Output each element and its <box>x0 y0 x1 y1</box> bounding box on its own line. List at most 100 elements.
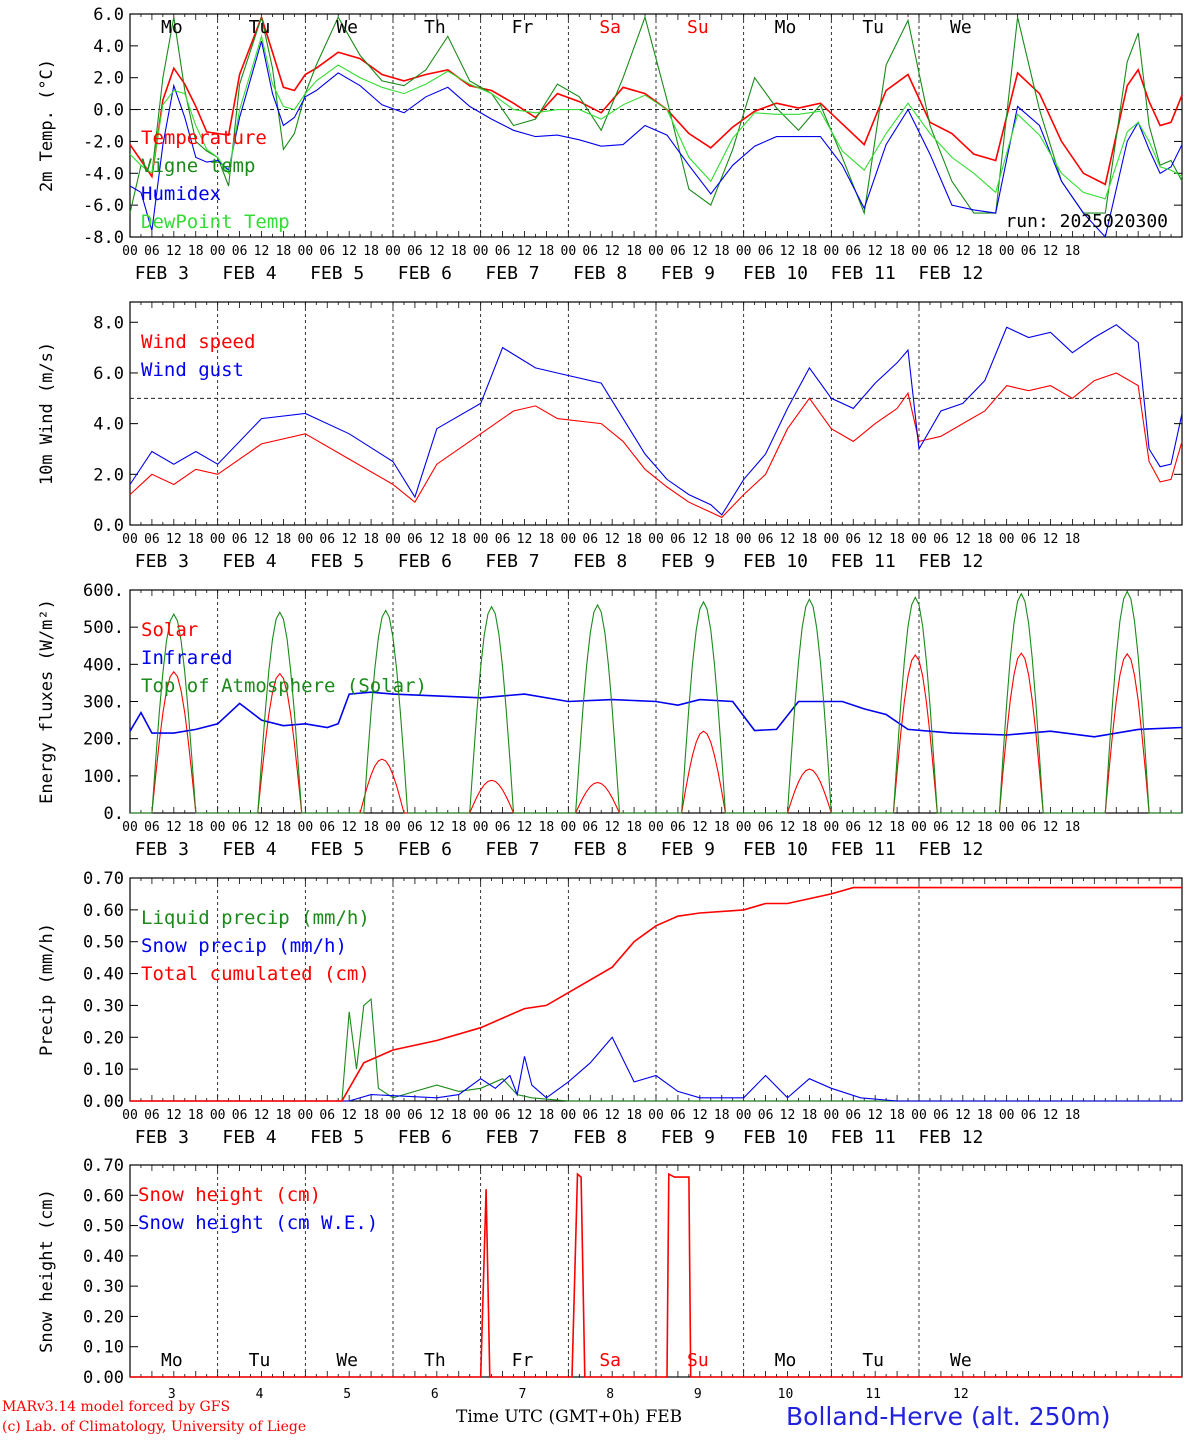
x-hour-label: 12 <box>166 820 182 835</box>
x-hour-label: 06 <box>144 532 160 547</box>
x-hour-label: 18 <box>363 532 379 547</box>
x-date-label: FEB 6 <box>398 1127 452 1148</box>
y-tick-label: 100. <box>83 767 124 787</box>
legend-entry: Wind gust <box>141 359 244 381</box>
x-date-label: FEB 6 <box>398 839 452 860</box>
y-tick-label: 300. <box>83 693 124 713</box>
day-label: Sa <box>599 1350 621 1371</box>
day-label: Mo <box>161 1350 183 1371</box>
panel-4 <box>129 877 1183 1102</box>
x-hour-label: 12 <box>955 532 971 547</box>
x-hour-label: 12 <box>517 1108 533 1123</box>
x-hour-label: 12 <box>692 820 708 835</box>
x-hour-label: 00 <box>561 1108 577 1123</box>
x-hour-label: 06 <box>1021 244 1037 259</box>
x-hour-label: 12 <box>604 820 620 835</box>
x-hour-label: 06 <box>319 244 335 259</box>
x-hour-label: 00 <box>999 532 1015 547</box>
x-hour-label: 18 <box>714 532 730 547</box>
y-tick-label: 400. <box>83 655 124 675</box>
x-hour-label: 18 <box>714 1108 730 1123</box>
x-hour-label: 18 <box>802 244 818 259</box>
x-hour-label: 12 <box>1043 1108 1059 1123</box>
x-hour-label: 18 <box>977 532 993 547</box>
run-annotation: run: 2025020300 <box>1005 211 1168 232</box>
panel-frame <box>129 13 1183 238</box>
day-label: We <box>950 1350 972 1371</box>
x-date-label: FEB 10 <box>743 263 808 284</box>
x-hour-label: 00 <box>824 820 840 835</box>
x-hour-label: 18 <box>539 820 555 835</box>
series-line-snow-height-cm <box>130 1172 1182 1378</box>
x-hour-label: 06 <box>933 532 949 547</box>
x-hour-label: 06 <box>670 244 686 259</box>
x-date-label: FEB 8 <box>573 551 627 572</box>
legend-entry: Vigne temp <box>141 155 255 177</box>
day-label: Mo <box>161 17 183 38</box>
x-hour-label: 00 <box>473 820 489 835</box>
x-hour-label: 18 <box>451 532 467 547</box>
x-date-label: FEB 8 <box>573 839 627 860</box>
x-hour-label: 06 <box>758 244 774 259</box>
x-hour-label: 18 <box>626 244 642 259</box>
x-hour-label: 00 <box>911 820 927 835</box>
y-tick-label: 0.70 <box>83 1156 124 1176</box>
x-hour-label: 00 <box>210 820 226 835</box>
legend-entry: Snow precip (mm/h) <box>141 935 347 957</box>
x-hour-label: 06 <box>845 820 861 835</box>
x-hour-label: 00 <box>824 532 840 547</box>
y-tick-label: 0.0 <box>93 101 124 121</box>
x-hour-label: 06 <box>495 532 511 547</box>
x-hour-label: 06 <box>845 1108 861 1123</box>
x-hour-label: 18 <box>276 820 292 835</box>
x-hour-label: 18 <box>451 1108 467 1123</box>
day-label: Mo <box>775 17 797 38</box>
x-hour-label: 00 <box>911 1108 927 1123</box>
panel-1 <box>129 13 1183 239</box>
x-date-label: FEB 4 <box>222 839 276 860</box>
x-hour-label: 18 <box>451 820 467 835</box>
x-date-label: FEB 12 <box>918 839 983 860</box>
day-label: Mo <box>775 1350 797 1371</box>
series-line-total-cumulated-cm <box>130 886 1182 1102</box>
x-hour-label: 00 <box>122 1108 138 1123</box>
x-hour-label: 06 <box>407 820 423 835</box>
x-hour-label: 06 <box>1021 820 1037 835</box>
x-hour-label: 06 <box>144 820 160 835</box>
x-date-label: FEB 12 <box>918 263 983 284</box>
day-label: Th <box>424 1350 446 1371</box>
x-hour-label: 18 <box>188 820 204 835</box>
x-hour-label: 18 <box>626 532 642 547</box>
y-tick-label: 2.0 <box>93 69 124 89</box>
y-tick-label: 0.20 <box>83 1028 124 1048</box>
y-tick-label: 4.0 <box>93 415 124 435</box>
x-hour-label: 00 <box>473 532 489 547</box>
x-hour-label: 06 <box>144 1108 160 1123</box>
x-hour-label: 00 <box>122 532 138 547</box>
x-date-label: FEB 9 <box>661 839 715 860</box>
x-hour-label: 18 <box>889 820 905 835</box>
legend-entry: Total cumulated (cm) <box>141 963 370 985</box>
x-hour-label: 00 <box>736 820 752 835</box>
x-hour-label: 06 <box>319 1108 335 1123</box>
legend-entry: Snow height (cm) <box>138 1184 321 1206</box>
legend-entry: DewPoint Temp <box>141 211 290 233</box>
x-axis-title: Time UTC (GMT+0h) FEB <box>456 1407 683 1427</box>
x-hour-label: 00 <box>561 532 577 547</box>
y-tick-label: 0.50 <box>83 933 124 953</box>
x-hour-label: 00 <box>561 244 577 259</box>
x-date-label: FEB 11 <box>831 839 896 860</box>
x-date-label: FEB 10 <box>743 551 808 572</box>
x-hour-label: 18 <box>977 820 993 835</box>
x-date-label: FEB 4 <box>222 263 276 284</box>
series-line-top-of-atmosphere-solar <box>130 590 1182 814</box>
x-hour-label: 12 <box>692 532 708 547</box>
x-date-number: 6 <box>431 1387 439 1402</box>
x-hour-label: 00 <box>298 244 314 259</box>
x-hour-label: 12 <box>517 820 533 835</box>
day-label: Tu <box>862 1350 884 1371</box>
day-label: Tu <box>249 1350 271 1371</box>
x-hour-label: 12 <box>867 532 883 547</box>
y-axis-label: 10m Wind (m/s) <box>37 342 57 485</box>
x-date-number: 5 <box>343 1387 351 1402</box>
